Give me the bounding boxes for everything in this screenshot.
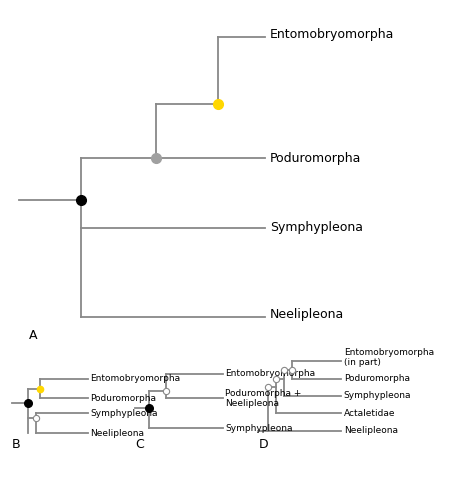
Text: Neelipleona: Neelipleona — [90, 429, 144, 438]
Text: Entomobryomorpha: Entomobryomorpha — [90, 374, 180, 383]
Text: Poduromorpha: Poduromorpha — [270, 152, 362, 165]
Text: Entomobryomorpha: Entomobryomorpha — [270, 28, 394, 41]
Text: A: A — [28, 329, 37, 342]
Text: B: B — [12, 438, 20, 451]
Text: C: C — [135, 438, 144, 451]
Text: Actaletidae: Actaletidae — [344, 409, 395, 418]
Text: Entomobryomorpha: Entomobryomorpha — [225, 369, 315, 378]
Text: Entomobryomorpha
(in part): Entomobryomorpha (in part) — [344, 347, 434, 367]
Text: Poduromorpha: Poduromorpha — [344, 374, 410, 383]
Text: Symphypleona: Symphypleona — [344, 392, 411, 400]
Text: Poduromorpha: Poduromorpha — [90, 394, 156, 403]
Text: Symphypleona: Symphypleona — [90, 409, 157, 418]
Text: Symphypleona: Symphypleona — [225, 424, 292, 433]
Text: Neelipleona: Neelipleona — [270, 308, 345, 321]
Text: Neelipleona: Neelipleona — [344, 426, 398, 435]
Text: D: D — [258, 438, 268, 451]
Text: Poduromorpha +
Neelipleona: Poduromorpha + Neelipleona — [225, 389, 301, 408]
Text: Symphypleona: Symphypleona — [270, 221, 363, 234]
